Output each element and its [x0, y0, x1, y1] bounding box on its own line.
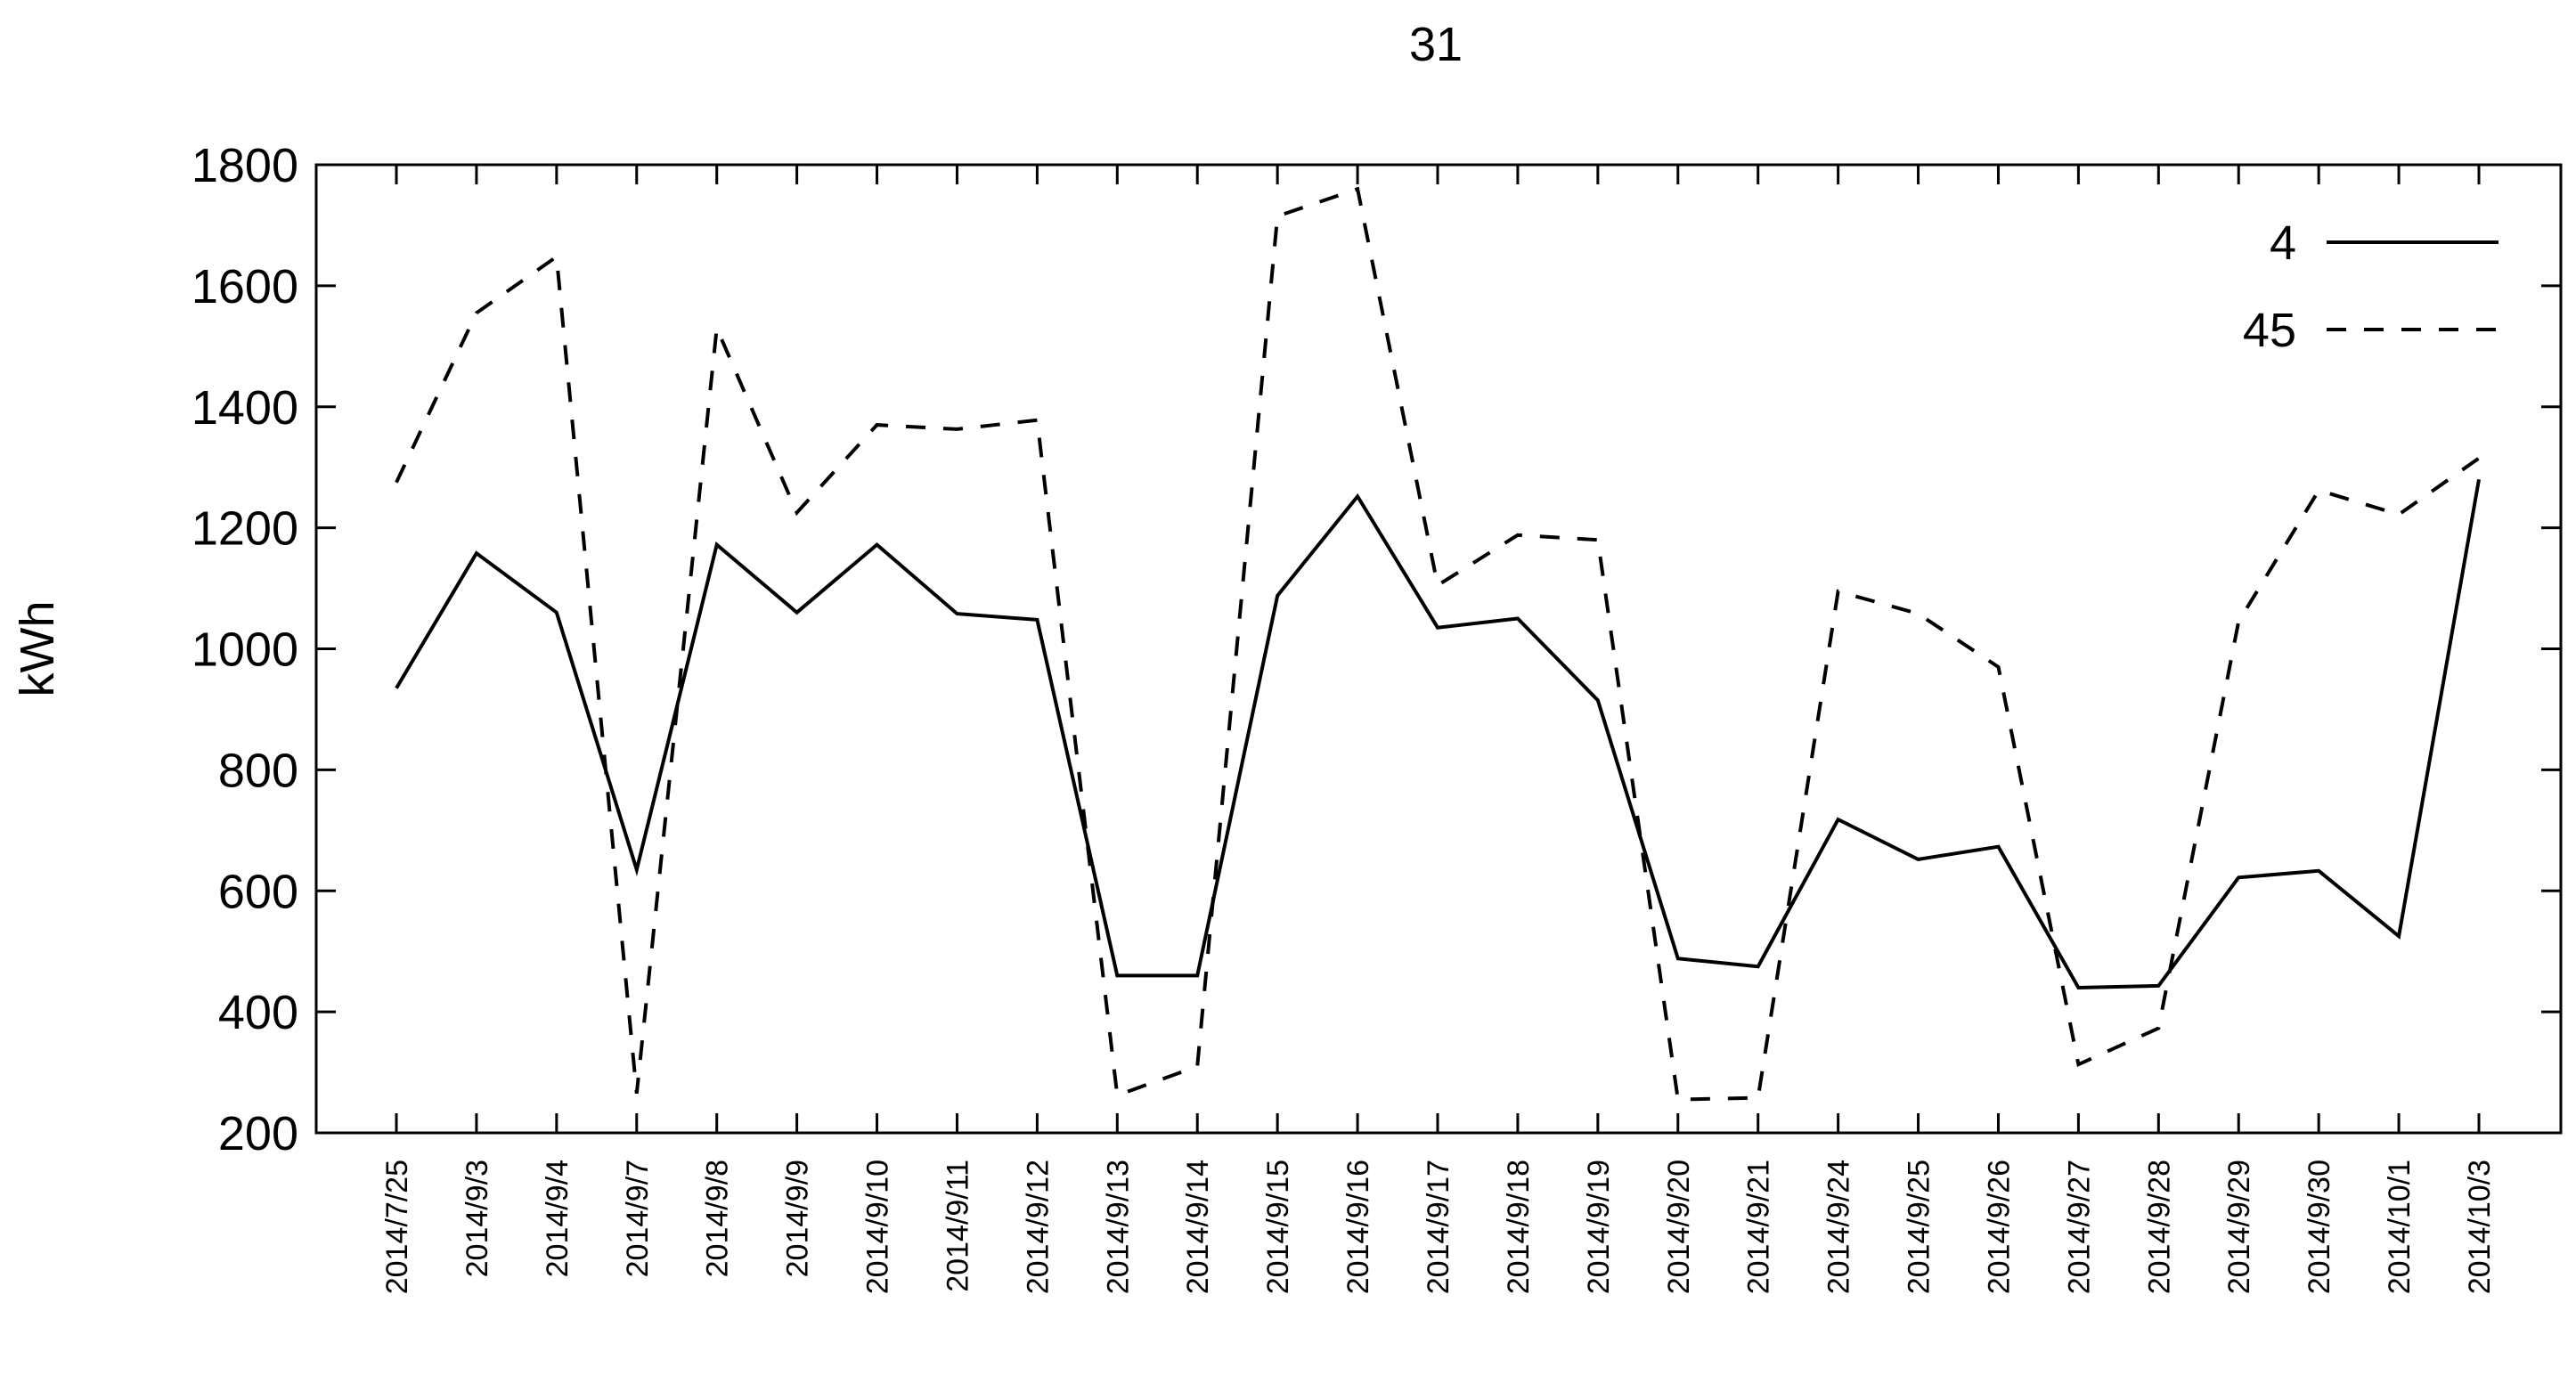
- y-tick-label: 1600: [192, 260, 298, 313]
- y-tick-label: 1200: [192, 502, 298, 556]
- series-line-45: [395, 186, 2481, 1102]
- x-tick-label: 2014/9/28: [2142, 1160, 2176, 1294]
- series-line-4: [395, 478, 2481, 990]
- x-tick-label: 2014/9/4: [541, 1160, 575, 1277]
- y-tick-label: 600: [218, 865, 298, 918]
- plot-frame: [314, 163, 2563, 1135]
- y-tick-label: 1400: [192, 381, 298, 435]
- x-tick-label: 2014/9/24: [1822, 1160, 1856, 1294]
- x-tick-label: 2014/9/20: [1662, 1160, 1696, 1294]
- y-axis-label: kWh: [11, 601, 64, 697]
- x-tick-label: 2014/9/27: [2062, 1160, 2096, 1294]
- x-tick-label: 2014/9/30: [2303, 1160, 2336, 1294]
- chart-title: 31: [1409, 18, 1463, 71]
- x-tick-label: 2014/9/7: [621, 1160, 655, 1277]
- x-tick-label: 2014/9/3: [461, 1160, 494, 1277]
- x-tick-label: 2014/9/29: [2222, 1160, 2256, 1294]
- x-tick-label: 2014/9/13: [1101, 1160, 1135, 1294]
- x-tick-label: 2014/10/3: [2463, 1160, 2497, 1294]
- y-tick-label: 1000: [192, 623, 298, 677]
- y-tick-label: 400: [218, 986, 298, 1039]
- x-tick-label: 2014/9/19: [1582, 1160, 1616, 1294]
- y-tick-label: 800: [218, 744, 298, 797]
- x-tick-label: 2014/9/12: [1021, 1160, 1055, 1294]
- x-tick-label: 2014/9/10: [861, 1160, 895, 1294]
- x-tick-label: 2014/9/25: [1903, 1160, 1936, 1294]
- legend-label-45: 45: [2243, 304, 2296, 357]
- series-layer: [395, 186, 2481, 1102]
- x-tick-label: 2014/9/14: [1181, 1160, 1215, 1294]
- x-tick-label: 2014/7/25: [380, 1160, 414, 1294]
- y-axis-ticks: 200 400 600 800 1000 1200 1400 1600 1800: [192, 139, 2561, 1160]
- x-axis-ticks: 2014/7/25 2014/9/3 2014/9/4 2014/9/7 2014/9/…: [380, 165, 2497, 1294]
- x-tick-label: 2014/10/1: [2383, 1160, 2417, 1294]
- legend-label-4: 4: [2270, 216, 2296, 270]
- x-tick-label: 2014/9/15: [1261, 1160, 1295, 1294]
- x-tick-label: 2014/9/17: [1422, 1160, 1455, 1294]
- x-tick-label: 2014/9/11: [941, 1160, 974, 1292]
- x-tick-label: 2014/9/21: [1742, 1160, 1776, 1294]
- x-tick-label: 2014/9/16: [1341, 1160, 1375, 1294]
- y-tick-label: 200: [218, 1107, 298, 1160]
- x-tick-label: 2014/9/9: [781, 1160, 815, 1277]
- x-tick-label: 2014/9/18: [1502, 1160, 1536, 1294]
- x-tick-label: 2014/9/8: [701, 1160, 735, 1277]
- y-tick-label: 1800: [192, 139, 298, 192]
- x-tick-label: 2014/9/26: [1982, 1160, 2016, 1294]
- legend: 4 45: [2243, 216, 2499, 357]
